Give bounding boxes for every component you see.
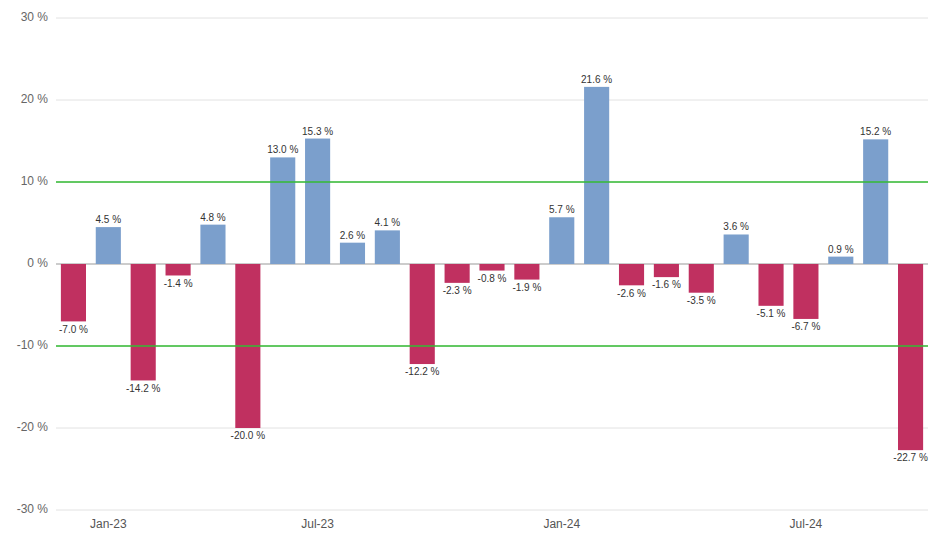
data-label: -2.6 % — [617, 288, 646, 299]
bar — [410, 264, 435, 364]
data-labels: -7.0 % 4.5 % -14.2 % -1.4 % 4.8 % -20.0 % 13.0… — [59, 74, 928, 463]
chart-svg: -30 % -20 % -10 % 0 % 10 % 20 % 30 % -7.0 % 4.5 … — [0, 0, 940, 550]
data-label: 13.0 % — [267, 144, 298, 155]
data-label: -0.8 % — [478, 273, 507, 284]
data-label: -22.7 % — [893, 452, 928, 463]
data-label: -3.5 % — [687, 295, 716, 306]
grid-line — [56, 510, 928, 511]
y-tick-label: -30 % — [17, 502, 49, 516]
grid-line — [56, 346, 928, 347]
bar — [863, 139, 888, 264]
data-label: -14.2 % — [126, 383, 161, 394]
data-label: -6.7 % — [791, 321, 820, 332]
bar — [305, 139, 330, 264]
bar — [514, 264, 539, 280]
data-label: 15.3 % — [302, 126, 333, 137]
data-label: 5.7 % — [549, 204, 575, 215]
data-label: 4.8 % — [200, 212, 226, 223]
bar — [131, 264, 156, 380]
grid — [56, 18, 928, 510]
y-tick-label: 30 % — [21, 10, 49, 24]
bar — [96, 227, 121, 264]
bar — [445, 264, 470, 283]
data-label: -2.3 % — [443, 285, 472, 296]
bar — [549, 217, 574, 264]
data-label: -5.1 % — [757, 308, 786, 319]
bar — [479, 264, 504, 271]
bar — [898, 264, 923, 450]
x-axis: Jan-23 Jul-23 Jan-24 Jul-24 — [90, 517, 823, 531]
bar — [619, 264, 644, 285]
bar — [724, 234, 749, 264]
data-label: -20.0 % — [231, 430, 266, 441]
grid-line — [56, 428, 928, 429]
bar — [200, 225, 225, 264]
bar — [61, 264, 86, 321]
bar — [340, 243, 365, 264]
y-tick-label: 0 % — [27, 256, 48, 270]
reference-line — [56, 345, 928, 347]
bars — [61, 87, 923, 450]
data-label: 2.6 % — [340, 230, 366, 241]
data-label: 21.6 % — [581, 74, 612, 85]
bar — [584, 87, 609, 264]
data-label: -7.0 % — [59, 324, 88, 335]
data-label: 4.1 % — [375, 217, 401, 228]
bar — [166, 264, 191, 275]
y-tick-label: 20 % — [21, 92, 49, 106]
y-axis: -30 % -20 % -10 % 0 % 10 % 20 % 30 % — [17, 10, 49, 516]
x-tick-label: Jan-24 — [543, 517, 580, 531]
y-tick-label: 10 % — [21, 174, 49, 188]
grid-line — [56, 182, 928, 183]
data-label: -1.9 % — [512, 282, 541, 293]
data-label: -12.2 % — [405, 366, 440, 377]
bar — [270, 157, 295, 264]
chart-container: -30 % -20 % -10 % 0 % 10 % 20 % 30 % -7.0 % 4.5 … — [0, 0, 940, 550]
bar — [375, 230, 400, 264]
data-label: 4.5 % — [96, 214, 122, 225]
x-tick-label: Jul-23 — [301, 517, 334, 531]
bar — [793, 264, 818, 319]
bar — [758, 264, 783, 306]
grid-line — [56, 100, 928, 101]
bar — [689, 264, 714, 293]
data-label: 15.2 % — [860, 126, 891, 137]
bar — [654, 264, 679, 277]
x-tick-label: Jul-24 — [790, 517, 823, 531]
data-label: -1.6 % — [652, 279, 681, 290]
reference-line — [56, 181, 928, 183]
x-tick-label: Jan-23 — [90, 517, 127, 531]
y-tick-label: -20 % — [17, 420, 49, 434]
data-label: -1.4 % — [164, 278, 193, 289]
reference-lines — [56, 182, 928, 346]
y-tick-label: -10 % — [17, 338, 49, 352]
grid-line — [56, 18, 928, 19]
bar — [828, 257, 853, 264]
data-label: 0.9 % — [828, 244, 854, 255]
data-label: 3.6 % — [723, 221, 749, 232]
